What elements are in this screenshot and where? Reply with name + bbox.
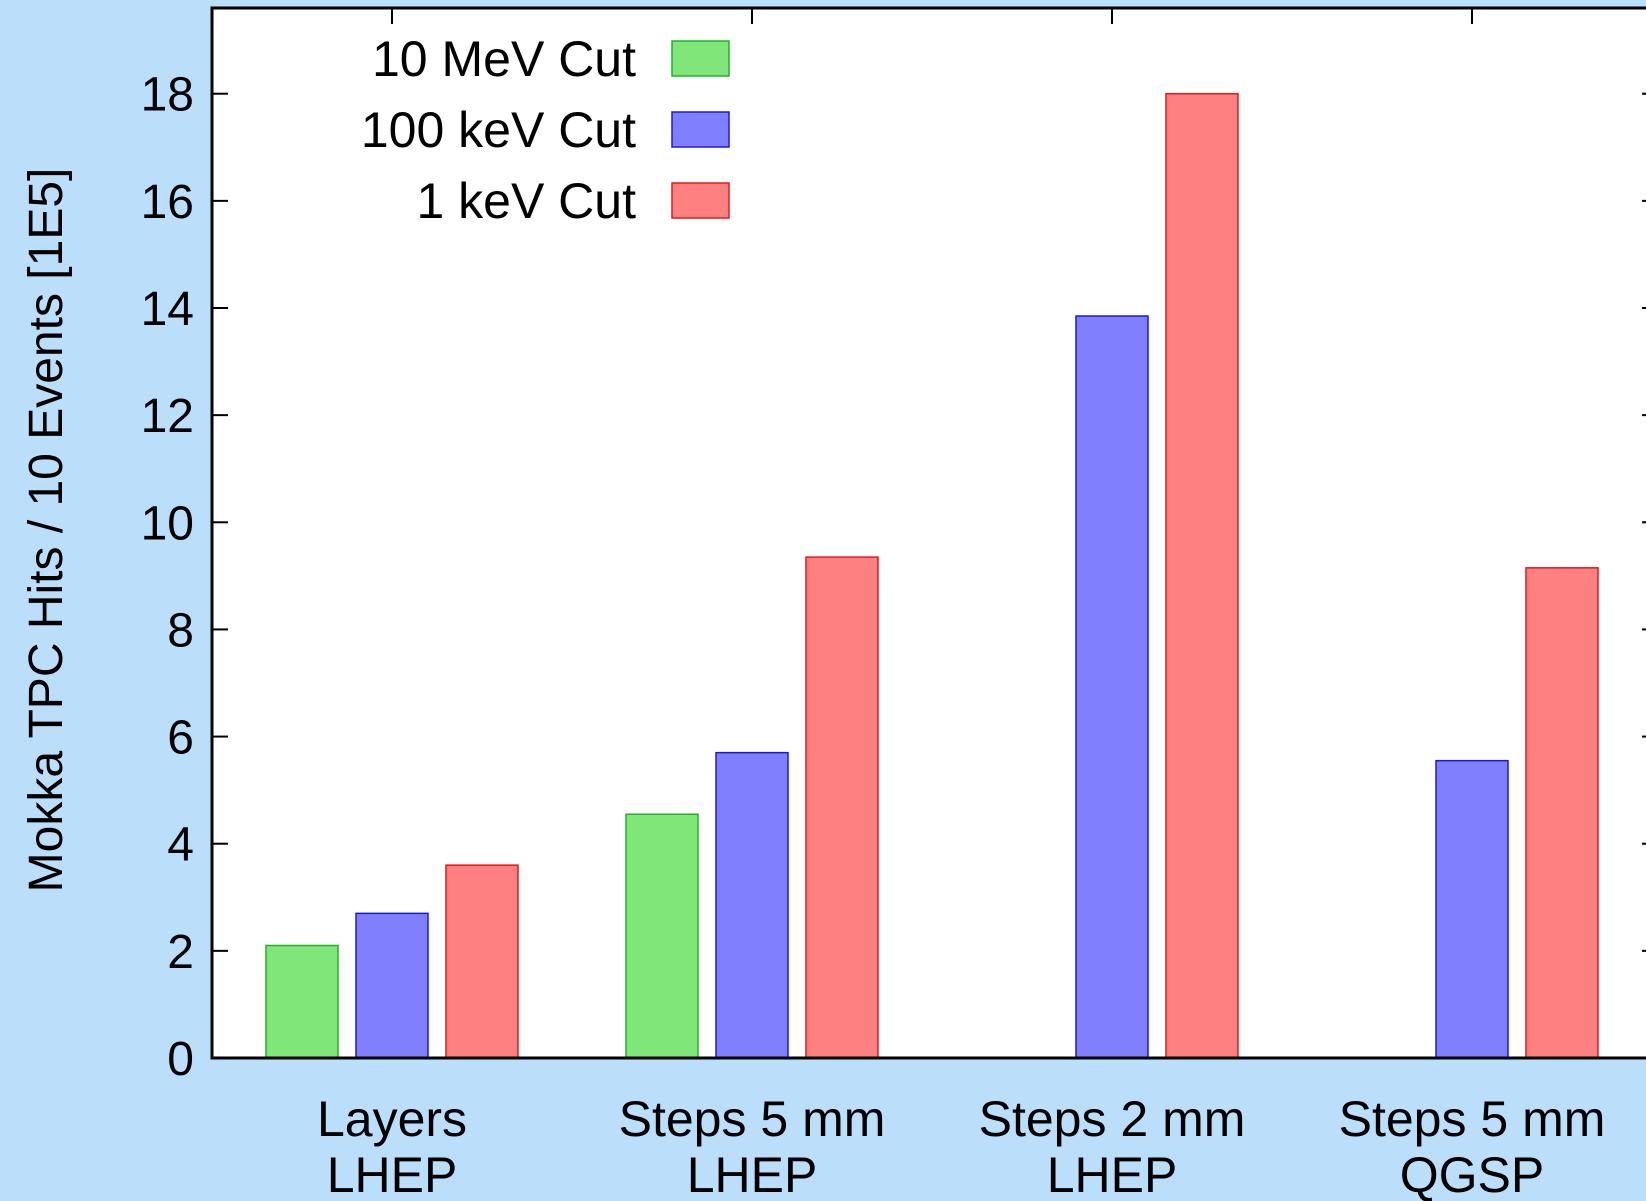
x-tick-label: Steps 5 mm (1339, 1091, 1606, 1147)
y-tick-label: 14 (141, 283, 194, 336)
bar (355, 912, 429, 1059)
bar (445, 864, 519, 1059)
y-tick-label: 4 (167, 819, 194, 872)
y-axis-label: Mokka TPC Hits / 10 Events [1E5] (20, 168, 73, 893)
y-tick-label: 18 (141, 69, 194, 122)
bar (1075, 315, 1149, 1059)
x-tick-label: QGSP (1400, 1147, 1544, 1201)
bar (805, 556, 879, 1059)
y-tick-label: 0 (167, 1033, 194, 1086)
y-tick-label: 10 (141, 497, 194, 550)
legend: 10 MeV Cut 100 keV Cut 1 keV Cut (361, 31, 730, 229)
y-tick-labels: 0 2 4 6 8 10 12 14 16 18 (141, 69, 194, 1086)
bar (265, 944, 339, 1059)
y-tick-label: 2 (167, 926, 194, 979)
bar (715, 751, 789, 1059)
x-tick-label: LHEP (327, 1147, 458, 1201)
bars (265, 92, 1599, 1059)
bar (1435, 759, 1509, 1059)
legend-swatch (671, 40, 730, 77)
y-tick-label: 16 (141, 176, 194, 229)
y-tick-label: 12 (141, 390, 194, 443)
legend-label: 1 keV Cut (416, 173, 636, 229)
legend-swatch (671, 182, 730, 219)
x-tick-label: Layers (317, 1091, 467, 1147)
legend-label: 10 MeV Cut (372, 31, 636, 87)
y-tick-label: 6 (167, 712, 194, 765)
legend-swatch (671, 111, 730, 148)
x-tick-label: Steps 2 mm (979, 1091, 1246, 1147)
x-tick-label: LHEP (1047, 1147, 1178, 1201)
plot-area (212, 8, 1646, 1058)
y-tick-label: 8 (167, 604, 194, 657)
x-tick-label: Steps 5 mm (619, 1091, 886, 1147)
legend-label: 100 keV Cut (361, 102, 636, 158)
x-tick-label: LHEP (687, 1147, 818, 1201)
bar (625, 813, 699, 1059)
plot-frame (210, 6, 1646, 1060)
bar (1165, 92, 1239, 1059)
bar (1525, 567, 1599, 1059)
